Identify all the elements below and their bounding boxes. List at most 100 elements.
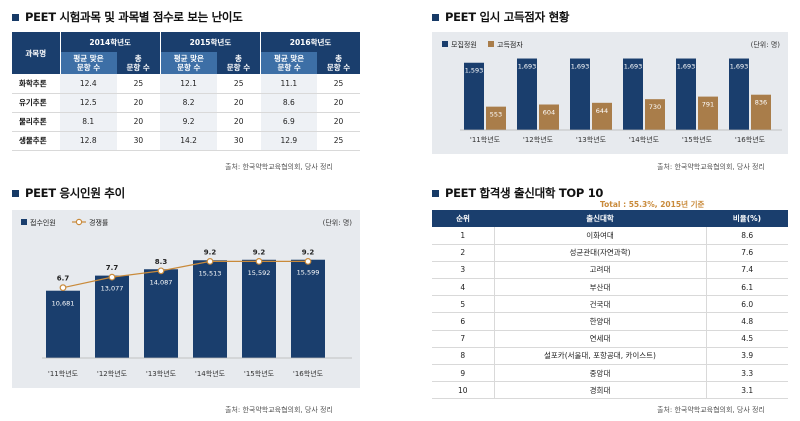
x-tick-label: '14학년도 — [195, 369, 226, 378]
rate-point — [255, 258, 263, 265]
table-cell-rank: 9 — [432, 364, 495, 383]
table-cell-univ: 이화여대 — [494, 227, 707, 245]
table-row: 10 경희대 3.1 — [432, 381, 788, 400]
table-cell-pct: 7.6 — [706, 244, 788, 262]
chart-background — [432, 32, 788, 154]
x-tick-label: '11학년도 — [48, 369, 79, 378]
legend-swatch — [442, 41, 448, 47]
bar-value-label: 1,593 — [465, 67, 484, 75]
table-cell-univ: 건국대 — [494, 295, 707, 314]
bar-0 — [623, 58, 643, 130]
x-tick-label: '15학년도 — [682, 135, 713, 144]
applicants-chart: 접수인원 경쟁률 (단위: 명) 10,681 13,077 14,087 15,513… — [12, 210, 360, 388]
bar-value-label: 15,592 — [248, 269, 271, 277]
table-row: 4 부산대 6.1 — [432, 278, 788, 297]
bar — [95, 275, 129, 358]
table-cell-univ: 중앙대 — [494, 364, 707, 383]
table-cell-univ: 부산대 — [494, 278, 707, 297]
table-cell: 8.1 — [60, 112, 117, 132]
bar-value-label: 1,693 — [677, 63, 696, 71]
table-cell: 6.9 — [260, 112, 318, 132]
header-university: 출신대학 — [494, 210, 706, 227]
sub-total-2016: 총 문항 수 — [317, 52, 360, 74]
sub-avg-2014: 평균 맞은 문항 수 — [59, 52, 117, 74]
unit-label: (단위: 명) — [323, 218, 353, 227]
panel1-title-text: PEET 시험과목 및 과목별 점수로 보는 난이도 — [25, 10, 243, 24]
bar-0 — [570, 58, 590, 130]
bar-0 — [517, 58, 537, 130]
rate-point — [157, 267, 165, 275]
bar — [242, 259, 276, 358]
table-cell: 25 — [317, 74, 360, 94]
bar-value-label: 1,693 — [624, 63, 643, 71]
bar-1 — [645, 99, 665, 130]
table-row: 물리추론 8.1 20 9.2 20 6.9 20 — [12, 112, 360, 132]
table-cell: 12.1 — [160, 74, 217, 94]
table-cell: 20 — [216, 112, 261, 132]
table-cell-pct: 4.5 — [706, 330, 788, 348]
legend-swatch — [488, 41, 494, 47]
rate-value-label: 6.7 — [57, 275, 70, 283]
sub-total-2015: 총 문항 수 — [216, 52, 261, 74]
high-scorer-chart: 모집정원 고득점자 (단위: 명) 1,593 553 1,693 604 1,693 64… — [432, 32, 788, 154]
table-cell-rank: 2 — [432, 244, 495, 262]
x-tick-label: '12학년도 — [97, 369, 128, 378]
rate-point — [108, 273, 116, 281]
panel4-title-text: PEET 합격생 출신대학 TOP 10 — [445, 186, 604, 200]
bar — [46, 290, 80, 358]
bar-1 — [698, 96, 718, 130]
table-cell: 20 — [317, 112, 360, 132]
table-cell: 14.2 — [160, 131, 217, 151]
title-marker-icon — [432, 189, 439, 197]
table-cell-rank: 5 — [432, 295, 495, 314]
subject-cell: 물리추론 — [12, 112, 60, 132]
panel4-title: PEET 합격생 출신대학 TOP 10 — [432, 185, 603, 201]
table-cell-rank: 3 — [432, 261, 495, 280]
table-cell-rank: 4 — [432, 278, 495, 297]
table-row: 5 건국대 6.0 — [432, 295, 788, 314]
legend-label: 경쟁률 — [89, 218, 109, 227]
bar-1 — [486, 106, 506, 130]
panel2-title: PEET 입시 고득점자 현황 — [432, 9, 569, 25]
sub-total-2014: 총 문항 수 — [116, 52, 161, 74]
table-cell: 25 — [317, 131, 360, 151]
bar-value-label: 604 — [543, 108, 555, 116]
bar-value-label: 836 — [755, 99, 767, 107]
bar-value-label: 10,681 — [52, 300, 75, 308]
table-row: 생물추론 12.8 30 14.2 30 12.9 25 — [12, 131, 360, 151]
x-tick-label: '15학년도 — [244, 369, 275, 378]
table-row: 유기추론 12.5 20 8.2 20 8.6 20 — [12, 93, 360, 113]
table-cell: 30 — [116, 131, 161, 151]
x-tick-label: '13학년도 — [146, 369, 177, 378]
x-tick-label: '16학년도 — [293, 369, 324, 378]
table-cell-rank: 1 — [432, 227, 495, 245]
x-tick-label: '14학년도 — [629, 135, 660, 144]
bar-value-label: 15,599 — [297, 269, 320, 277]
table-cell-rank: 7 — [432, 330, 495, 348]
table-row: 8 설포카(서울대, 포항공대, 카이스트) 3.9 — [432, 347, 788, 366]
bar-1 — [539, 104, 559, 130]
bar — [144, 269, 178, 358]
table-cell: 25 — [216, 74, 261, 94]
table-cell: 8.2 — [160, 93, 217, 113]
table-row: 7 연세대 4.5 — [432, 330, 788, 348]
rate-value-label: 9.2 — [204, 248, 217, 256]
title-marker-icon — [12, 13, 19, 21]
table-cell-rank: 8 — [432, 347, 495, 366]
panel4-source: 출처: 한국약학교육협의회, 당사 정리 — [657, 406, 765, 414]
table-row: 3 고려대 7.4 — [432, 261, 788, 280]
legend-label: 모집정원 — [451, 40, 477, 49]
table-cell-univ: 한양대 — [494, 312, 707, 331]
table-cell: 12.8 — [60, 131, 117, 151]
bar-value-label: 553 — [490, 111, 502, 119]
table-cell: 8.6 — [260, 93, 318, 113]
rate-value-label: 8.3 — [155, 258, 168, 266]
table-cell: 9.2 — [160, 112, 217, 132]
table-cell-pct: 8.6 — [706, 227, 788, 245]
sub-avg-2016: 평균 맞은 문항 수 — [260, 52, 318, 74]
top10-table: 순위 출신대학 비율(%) 1 이화여대 8.6 2 성균관대(자연과학) 7.6 3 고려대… — [432, 210, 788, 400]
bar-1 — [751, 94, 771, 130]
table-row: 2 성균관대(자연과학) 7.6 — [432, 244, 788, 262]
table-row: 9 중앙대 3.3 — [432, 364, 788, 383]
x-tick-label: '16학년도 — [735, 135, 766, 144]
